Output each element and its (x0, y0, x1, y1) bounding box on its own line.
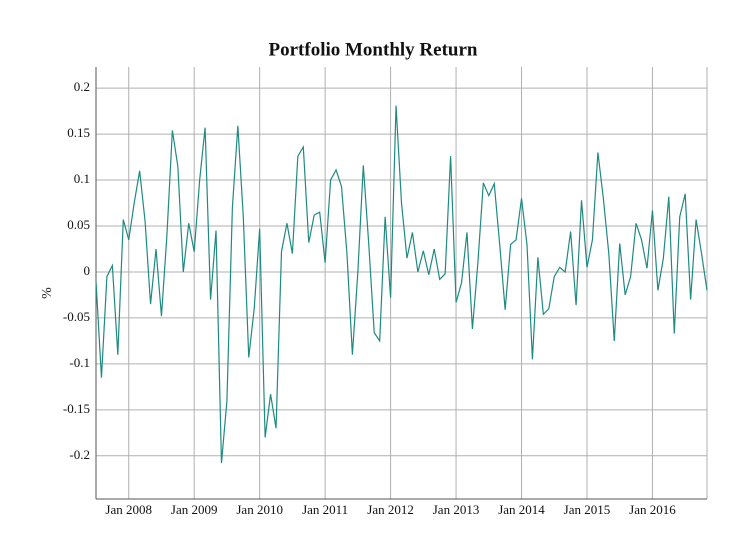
x-tick-label: Jan 2011 (302, 502, 348, 517)
y-tick-label: -0.15 (63, 401, 90, 416)
x-tick-label: Jan 2009 (171, 502, 218, 517)
x-tick-label: Jan 2010 (236, 502, 283, 517)
y-axis-label: % (40, 287, 55, 299)
data-line (95, 105, 708, 464)
y-tick-label: 0 (84, 263, 91, 278)
y-tick-label: -0.1 (69, 355, 90, 370)
y-tick-label: 0.05 (67, 217, 90, 232)
x-tick-label: Jan 2012 (367, 502, 414, 517)
y-tick-label: 0.15 (67, 125, 90, 140)
x-tick-label: Jan 2014 (498, 502, 545, 517)
y-tick-label: -0.2 (69, 447, 90, 462)
chart-title: Portfolio Monthly Return (269, 39, 478, 60)
x-tick-label: Jan 2013 (433, 502, 480, 517)
x-tick-label: Jan 2016 (629, 502, 676, 517)
y-tick-label: -0.05 (63, 309, 90, 324)
y-tick-label: 0.2 (74, 79, 90, 94)
x-tick-label: Jan 2015 (564, 502, 611, 517)
x-tick-label: Jan 2008 (105, 502, 152, 517)
y-tick-label: 0.1 (74, 171, 90, 186)
